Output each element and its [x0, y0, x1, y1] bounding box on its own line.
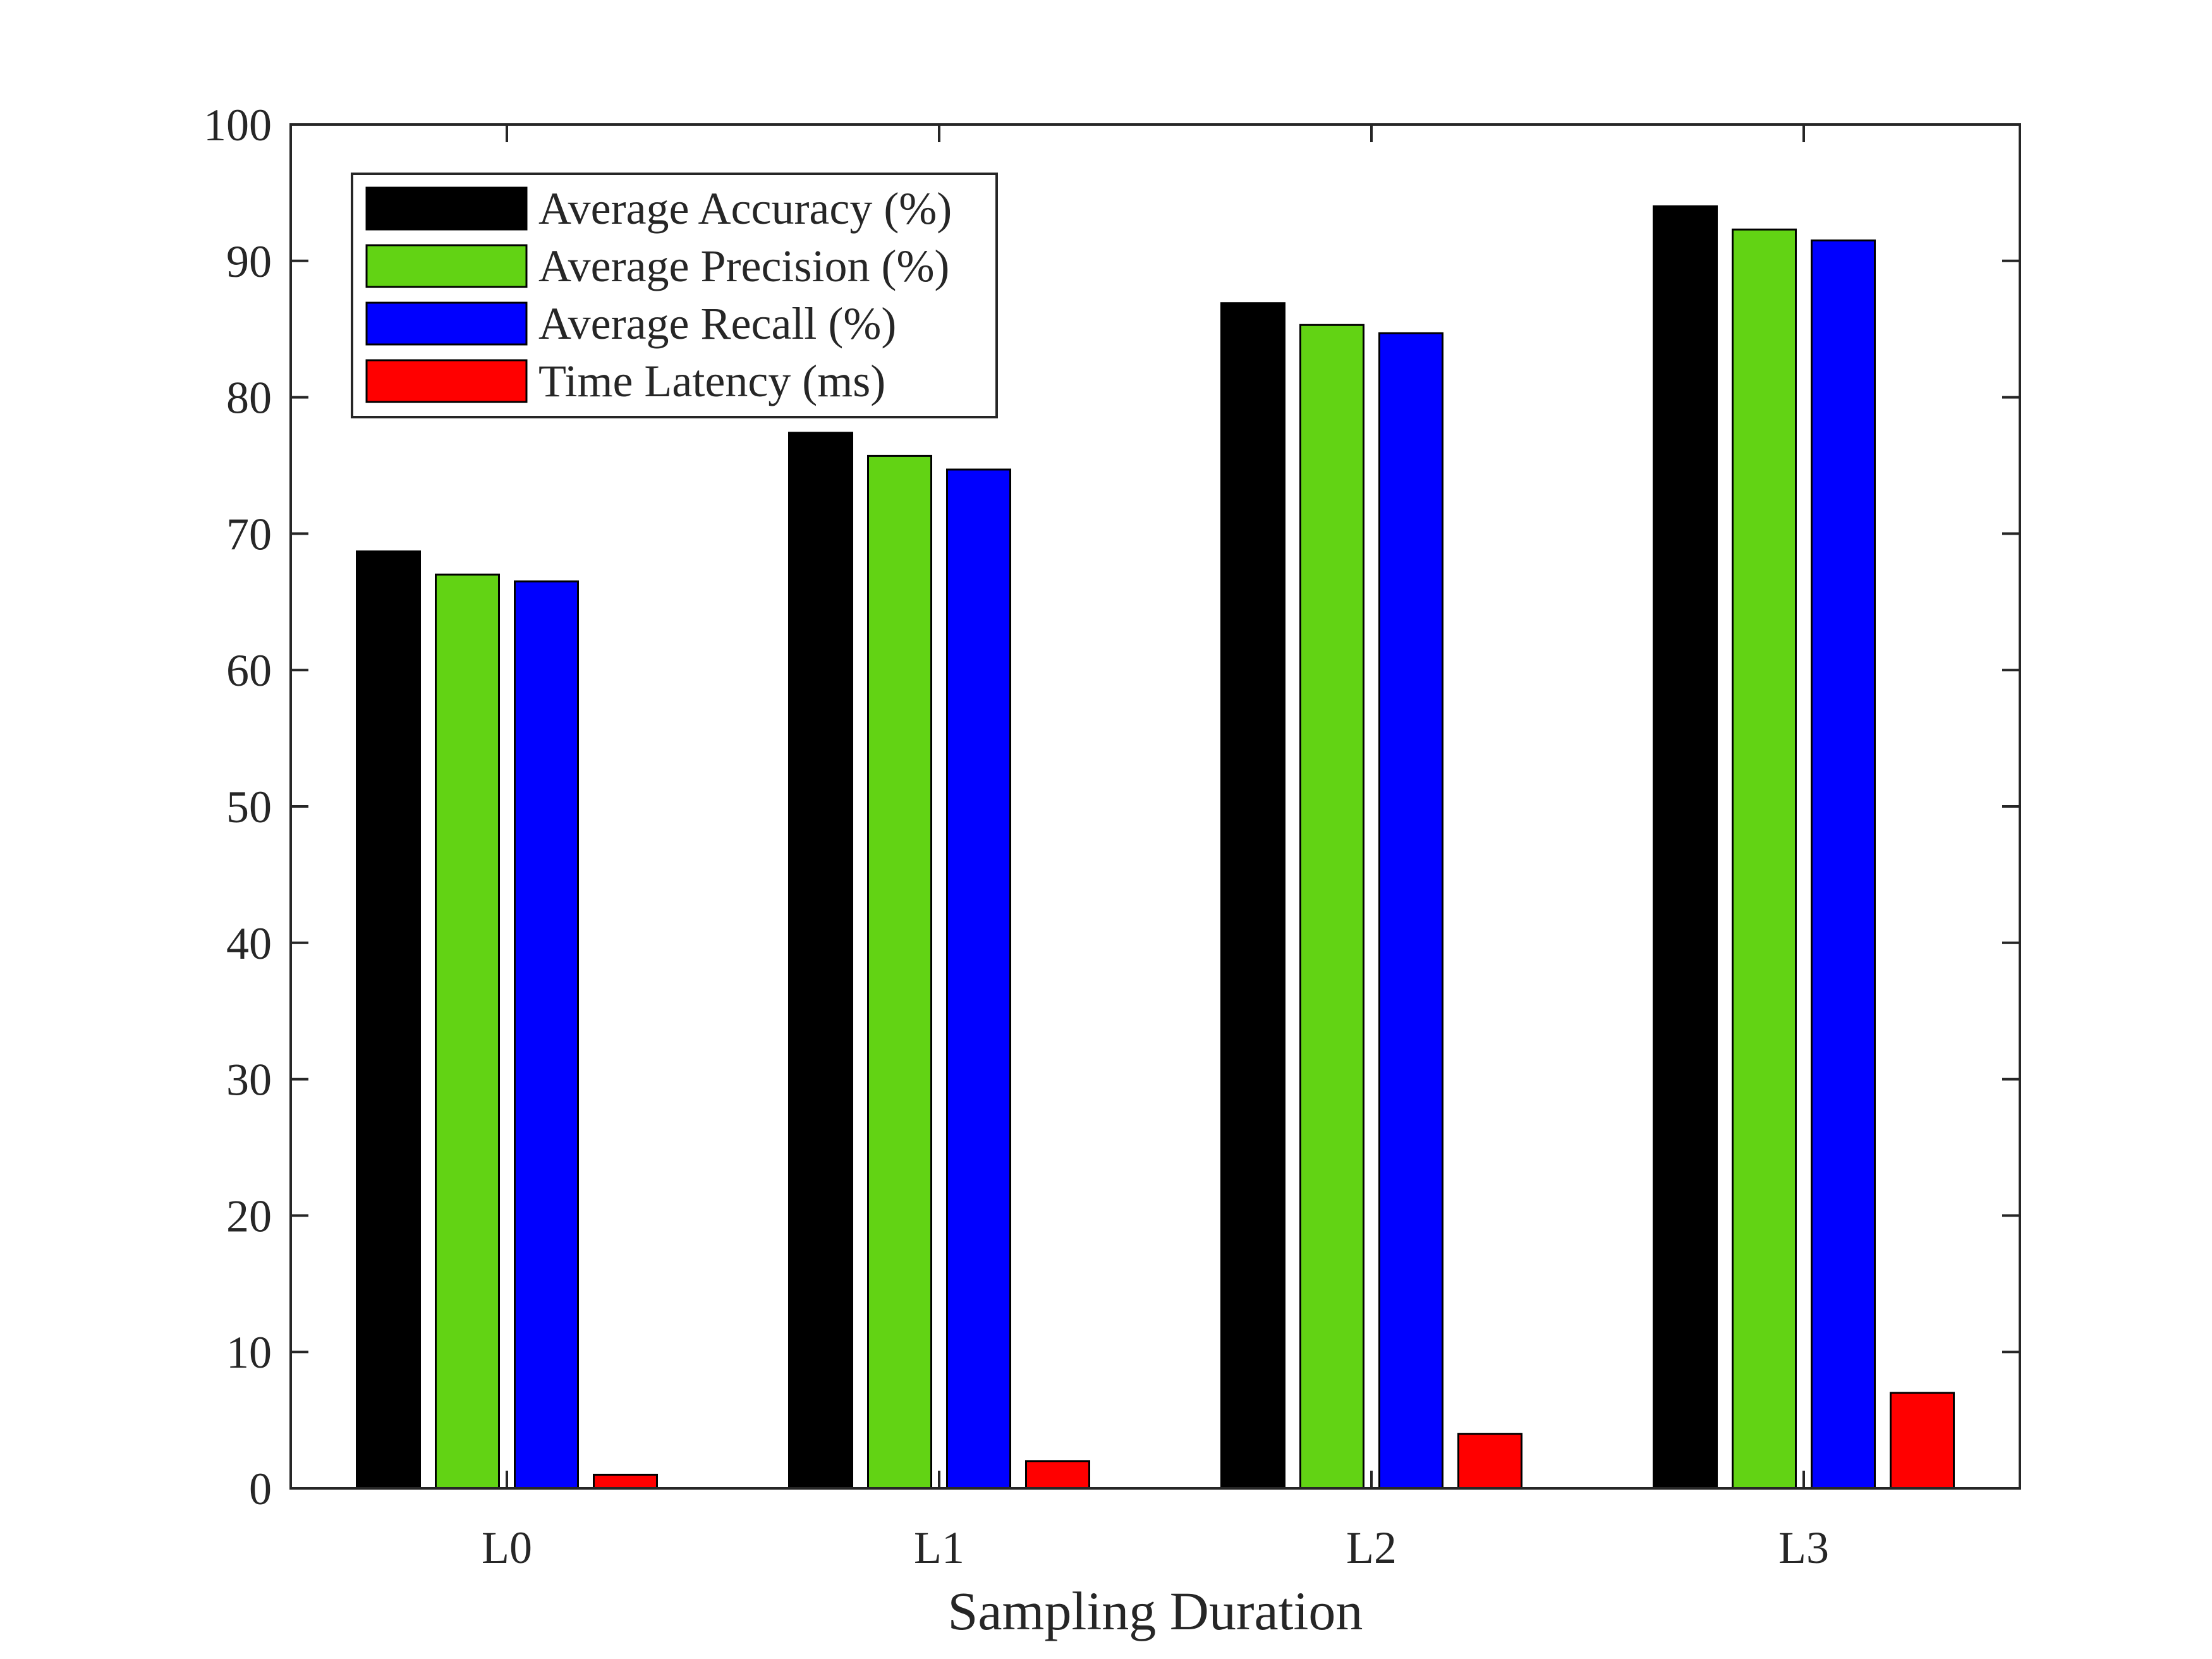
bar-l1-series-2 — [867, 454, 932, 1490]
y-tick-label: 10 — [226, 1327, 272, 1378]
bar-l0-series-4 — [593, 1473, 658, 1490]
bar-l0-series-3 — [514, 580, 579, 1490]
x-axis-title: Sampling Duration — [948, 1581, 1363, 1641]
y-tick-label: 20 — [226, 1191, 272, 1241]
legend-label: Average Precision (%) — [538, 241, 949, 291]
bar-l2-series-4 — [1457, 1433, 1522, 1490]
bar-l3-series-4 — [1890, 1392, 1955, 1490]
plot-area-frame — [289, 123, 2021, 1490]
bar-l3-series-1 — [1653, 205, 1718, 1490]
y-tick-label: 80 — [226, 373, 272, 423]
x-tick-label: L1 — [914, 1522, 964, 1573]
y-tick-label: 0 — [249, 1464, 272, 1514]
y-tick-label: 60 — [226, 645, 272, 696]
y-tick-label: 30 — [226, 1055, 272, 1105]
x-tick-labels: L0 L1 L2 L3 — [482, 1522, 1829, 1573]
bar-l2-series-1 — [1220, 302, 1285, 1490]
bar-l3-series-3 — [1811, 239, 1876, 1490]
bar-l1-series-3 — [946, 468, 1011, 1490]
legend-label: Average Recall (%) — [538, 298, 896, 349]
legend-label: Average Accuracy (%) — [538, 183, 952, 234]
legend-swatch — [365, 301, 528, 346]
bars — [356, 205, 1955, 1490]
x-tick-label: L3 — [1778, 1522, 1829, 1573]
y-tick-label: 50 — [226, 782, 272, 832]
legend-label: Time Latency (ms) — [538, 356, 885, 406]
y-tick-label: 40 — [226, 918, 272, 969]
y-tick-label: 90 — [226, 236, 272, 287]
y-tick-labels: 0 10 20 30 40 50 60 70 80 90 100 — [204, 100, 272, 1514]
legend: Average Accuracy (%) Average Precision (%… — [351, 173, 998, 418]
y-tick-label: 100 — [204, 100, 272, 150]
legend-swatch — [365, 186, 528, 231]
legend-swatch — [365, 244, 528, 288]
bar-l1-series-4 — [1025, 1460, 1090, 1490]
x-tick-label: L2 — [1346, 1522, 1397, 1573]
x-tick-label: L0 — [482, 1522, 532, 1573]
y-tick-label: 70 — [226, 509, 272, 559]
axis-ticks — [291, 123, 2020, 1490]
bar-l2-series-2 — [1299, 324, 1364, 1490]
bar-l2-series-3 — [1378, 332, 1443, 1490]
bar-l0-series-2 — [435, 573, 500, 1490]
bar-l1-series-1 — [788, 432, 853, 1490]
bar-l0-series-1 — [356, 550, 421, 1490]
bar-l3-series-2 — [1732, 228, 1797, 1490]
legend-swatch — [365, 359, 528, 403]
